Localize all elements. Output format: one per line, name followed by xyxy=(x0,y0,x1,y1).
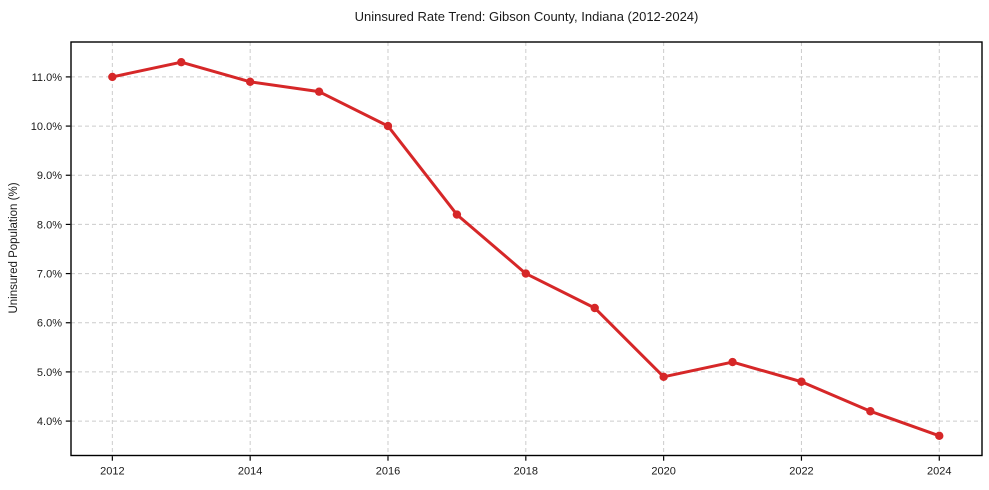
x-tick-label: 2016 xyxy=(376,466,400,478)
y-tick-label: 8.0% xyxy=(37,219,62,231)
data-point xyxy=(452,210,462,219)
y-tick-label: 6.0% xyxy=(37,318,62,330)
data-point xyxy=(728,357,737,367)
x-tick-label: 2012 xyxy=(100,466,124,478)
data-point xyxy=(314,87,324,96)
y-tick-label: 11.0% xyxy=(32,72,63,84)
data-point xyxy=(797,377,806,386)
axes-frame xyxy=(70,41,983,457)
x-tick-label: 2014 xyxy=(238,466,262,478)
y-tick-label: 5.0% xyxy=(37,367,62,379)
data-point xyxy=(590,303,599,313)
data-point xyxy=(866,407,875,416)
y-tick-label: 10.0% xyxy=(31,121,62,133)
data-point xyxy=(108,72,117,82)
x-tick-label: 2018 xyxy=(514,466,538,478)
data-point xyxy=(383,121,393,131)
x-tick-label: 2024 xyxy=(927,466,951,478)
chart-title: Uninsured Rate Trend: Gibson County, Ind… xyxy=(354,9,699,24)
y-tick-label: 7.0% xyxy=(37,269,62,281)
data-point xyxy=(245,77,255,87)
data-point xyxy=(177,57,186,67)
x-tick-label: 2020 xyxy=(651,466,675,478)
y-tick-label: 4.0% xyxy=(37,416,62,428)
data-point xyxy=(935,431,944,441)
y-tick-label: 9.0% xyxy=(37,170,62,182)
data-point xyxy=(521,269,531,278)
data-point xyxy=(659,372,668,382)
x-tick-label: 2022 xyxy=(789,466,813,478)
